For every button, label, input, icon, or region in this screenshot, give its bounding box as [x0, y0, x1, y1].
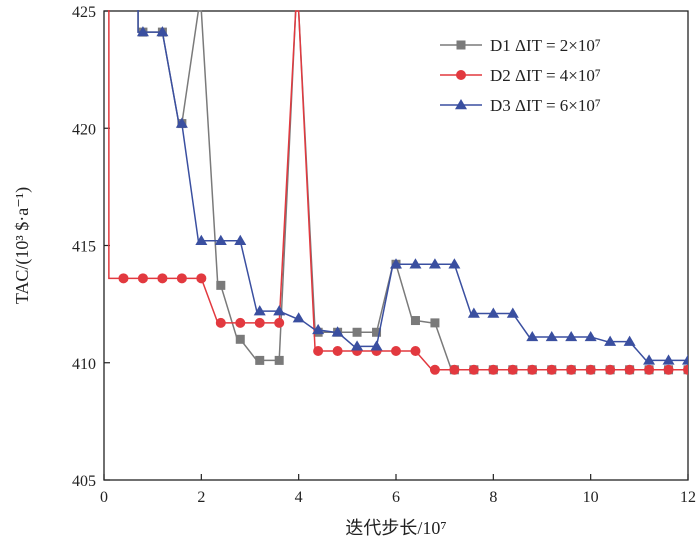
data-point — [274, 317, 285, 328]
x-axis-title: 迭代步长/10⁷ — [345, 518, 446, 538]
data-point — [216, 280, 226, 290]
data-point — [605, 364, 616, 375]
data-point — [157, 273, 168, 284]
y-tick-label: 410 — [72, 356, 96, 373]
data-point — [118, 273, 129, 284]
data-point — [410, 346, 421, 357]
legend-marker — [456, 70, 466, 80]
data-point — [488, 364, 499, 375]
data-point — [662, 354, 675, 365]
data-point — [352, 327, 362, 337]
x-tick-label: 2 — [197, 489, 205, 506]
y-tick-label: 425 — [72, 4, 96, 21]
data-point — [487, 307, 500, 318]
data-point — [643, 354, 656, 365]
data-point — [683, 364, 688, 375]
x-tick-label: 8 — [489, 489, 497, 506]
x-tick-label: 4 — [295, 489, 303, 506]
data-point — [624, 364, 635, 375]
data-point — [313, 346, 324, 357]
data-point — [391, 346, 401, 357]
series-2 — [108, 10, 688, 375]
data-point — [682, 354, 688, 365]
series-3 — [136, 10, 688, 365]
data-point — [623, 335, 636, 346]
data-point — [332, 346, 343, 357]
data-point — [506, 307, 519, 318]
data-point — [604, 335, 617, 346]
data-point — [390, 258, 402, 269]
data-point — [331, 326, 344, 337]
legend-marker — [456, 40, 466, 50]
data-point — [235, 334, 245, 344]
data-point — [545, 330, 558, 342]
y-tick-label: 415 — [72, 239, 96, 256]
data-point — [273, 305, 286, 316]
data-point — [507, 364, 518, 375]
data-point — [215, 317, 226, 328]
legend-item-1: D1 ΔIT = 2×10⁷ — [440, 36, 601, 55]
data-point — [176, 273, 187, 284]
data-point — [372, 327, 382, 337]
legend-item-2: D2 ΔIT = 4×10⁷ — [440, 66, 601, 85]
data-point — [175, 117, 188, 128]
data-point — [644, 364, 655, 375]
data-point — [565, 330, 578, 342]
data-point — [195, 234, 208, 246]
legend-label: D3 ΔIT = 6×10⁷ — [490, 96, 601, 115]
data-point — [254, 317, 265, 328]
data-point — [235, 317, 246, 328]
data-point — [234, 234, 247, 246]
data-point — [449, 364, 460, 375]
x-tick-label: 12 — [680, 489, 696, 506]
data-point — [351, 340, 364, 351]
data-point — [312, 323, 325, 335]
data-point — [468, 364, 479, 375]
data-point — [527, 364, 538, 375]
data-point — [292, 312, 305, 323]
data-point — [410, 316, 420, 326]
data-point — [566, 364, 577, 375]
data-point — [546, 364, 557, 375]
data-point — [137, 273, 148, 284]
y-axis-title: TAC/(10³ $·a⁻¹) — [12, 187, 33, 304]
y-tick-label: 405 — [72, 473, 96, 490]
data-point — [429, 364, 440, 375]
series-1 — [137, 10, 688, 375]
x-tick-label: 6 — [392, 489, 400, 506]
data-point — [663, 364, 674, 375]
data-point — [430, 318, 440, 328]
data-point — [585, 364, 596, 375]
data-point — [409, 258, 422, 269]
data-point — [584, 330, 597, 342]
data-point — [526, 330, 539, 342]
data-point — [214, 234, 227, 246]
legend-item-3: D3 ΔIT = 6×10⁷ — [440, 96, 601, 115]
legend: D1 ΔIT = 2×10⁷ D2 ΔIT = 4×10⁷ D3 ΔIT = 6×1… — [440, 36, 601, 115]
data-point — [370, 340, 383, 351]
legend-label: D2 ΔIT = 4×10⁷ — [490, 66, 601, 85]
data-point — [428, 258, 441, 269]
data-point — [274, 355, 284, 365]
data-point — [255, 355, 265, 365]
series-line — [137, 10, 688, 371]
data-point — [448, 258, 461, 269]
legend-label: D1 ΔIT = 2×10⁷ — [490, 36, 601, 55]
data-point — [196, 273, 207, 284]
data-point — [136, 26, 149, 37]
x-tick-label: 0 — [100, 489, 108, 506]
data-point — [253, 305, 266, 316]
y-tick-label: 420 — [72, 121, 96, 138]
x-tick-label: 10 — [583, 489, 599, 506]
data-point — [467, 307, 480, 318]
legend-marker — [455, 99, 467, 110]
series-layer — [108, 10, 688, 375]
data-point — [156, 26, 169, 37]
